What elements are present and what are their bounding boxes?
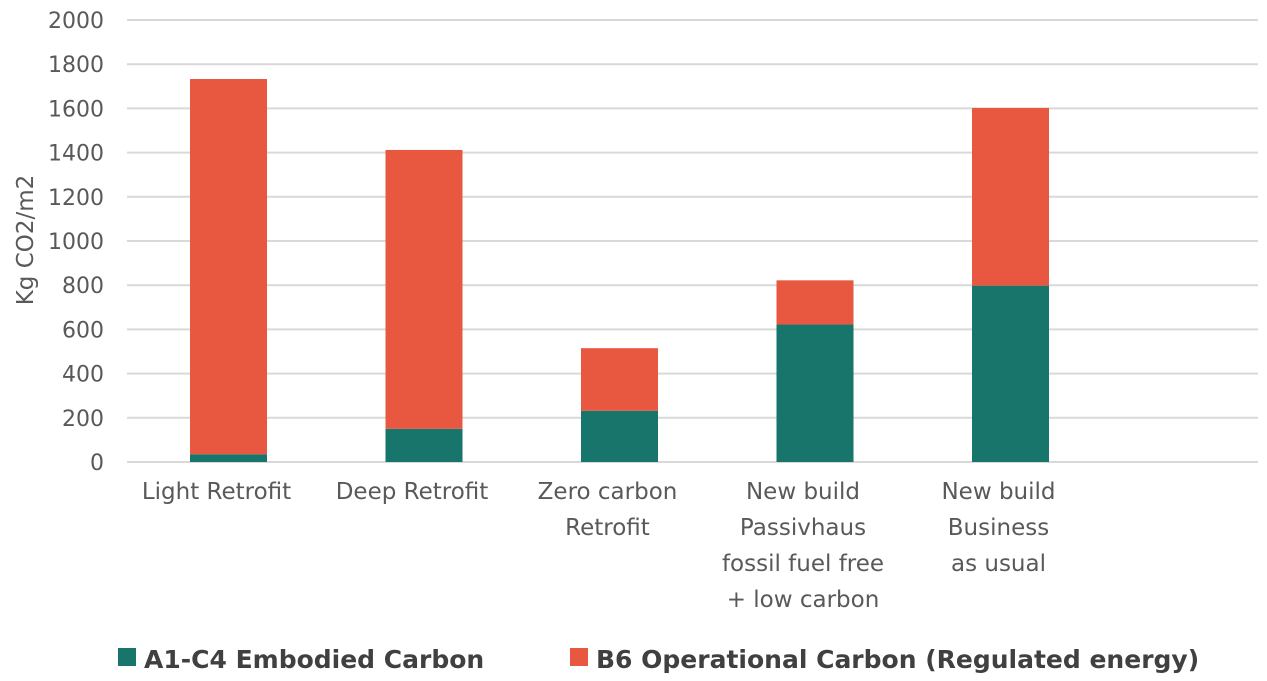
bar-segment-embodied (776, 324, 854, 462)
category-label-line: New build (941, 479, 1055, 505)
y-axis-label: Kg CO2/m2 (13, 175, 39, 306)
y-tick-label: 800 (62, 274, 104, 299)
category-label: Deep Retrofit (336, 479, 489, 505)
category-label: Light Retrofit (142, 479, 291, 505)
y-axis-ticks: 0 200 400 600 800 1000 1200 1400 1600 1800 2000 (48, 9, 104, 476)
category-label-line: + low carbon (727, 587, 880, 613)
bar-segment-embodied (581, 410, 658, 462)
category-label-line: Passivhaus (740, 515, 866, 541)
category-label-line: Zero carbon (538, 479, 678, 505)
legend: A1-C4 Embodied Carbon B6 Operational Carb… (118, 645, 1199, 674)
legend-swatch (118, 648, 136, 666)
legend-label: A1-C4 Embodied Carbon (144, 645, 484, 674)
x-axis-categories: Light Retrofit Deep Retrofit Zero carbon Re… (142, 479, 1056, 613)
legend-label: B6 Operational Carbon (Regulated energy) (596, 645, 1199, 674)
category-label-line: Retrofit (565, 515, 650, 541)
bar-segment-embodied (190, 454, 267, 462)
category-label-line: New build (746, 479, 860, 505)
category-label-line: as usual (951, 551, 1046, 577)
legend-item: B6 Operational Carbon (Regulated energy) (570, 645, 1199, 674)
category-label: New build Business as usual (941, 479, 1055, 577)
category-label: New build Passivhaus fossil fuel free + low… (722, 479, 884, 613)
bar-segment-operational (385, 149, 463, 429)
y-tick-label: 600 (62, 318, 104, 343)
bars (190, 79, 1049, 462)
legend-item: A1-C4 Embodied Carbon (118, 645, 484, 674)
y-tick-label: 1800 (48, 53, 104, 78)
legend-swatch (570, 648, 588, 666)
category-label-line: Light Retrofit (142, 479, 291, 505)
category-label: Zero carbon Retrofit (538, 479, 678, 541)
bar-segment-operational (972, 107, 1049, 286)
category-label-line: Business (948, 515, 1049, 541)
y-tick-label: 200 (62, 407, 104, 432)
y-tick-label: 1600 (48, 97, 104, 122)
y-tick-label: 400 (62, 363, 104, 388)
bar-segment-operational (581, 348, 658, 411)
category-label-line: Deep Retrofit (336, 479, 489, 505)
y-tick-label: 1400 (48, 142, 104, 167)
category-label-line: fossil fuel free (722, 551, 884, 577)
gridlines (127, 19, 1258, 463)
bar-segment-embodied (972, 285, 1049, 462)
y-tick-label: 1200 (48, 186, 104, 211)
y-tick-label: 1000 (48, 230, 104, 255)
bar-segment-operational (190, 79, 267, 455)
bar-segment-embodied (385, 428, 463, 462)
y-tick-label: 0 (90, 451, 104, 476)
y-tick-label: 2000 (48, 9, 104, 34)
bar-segment-operational (776, 280, 854, 325)
